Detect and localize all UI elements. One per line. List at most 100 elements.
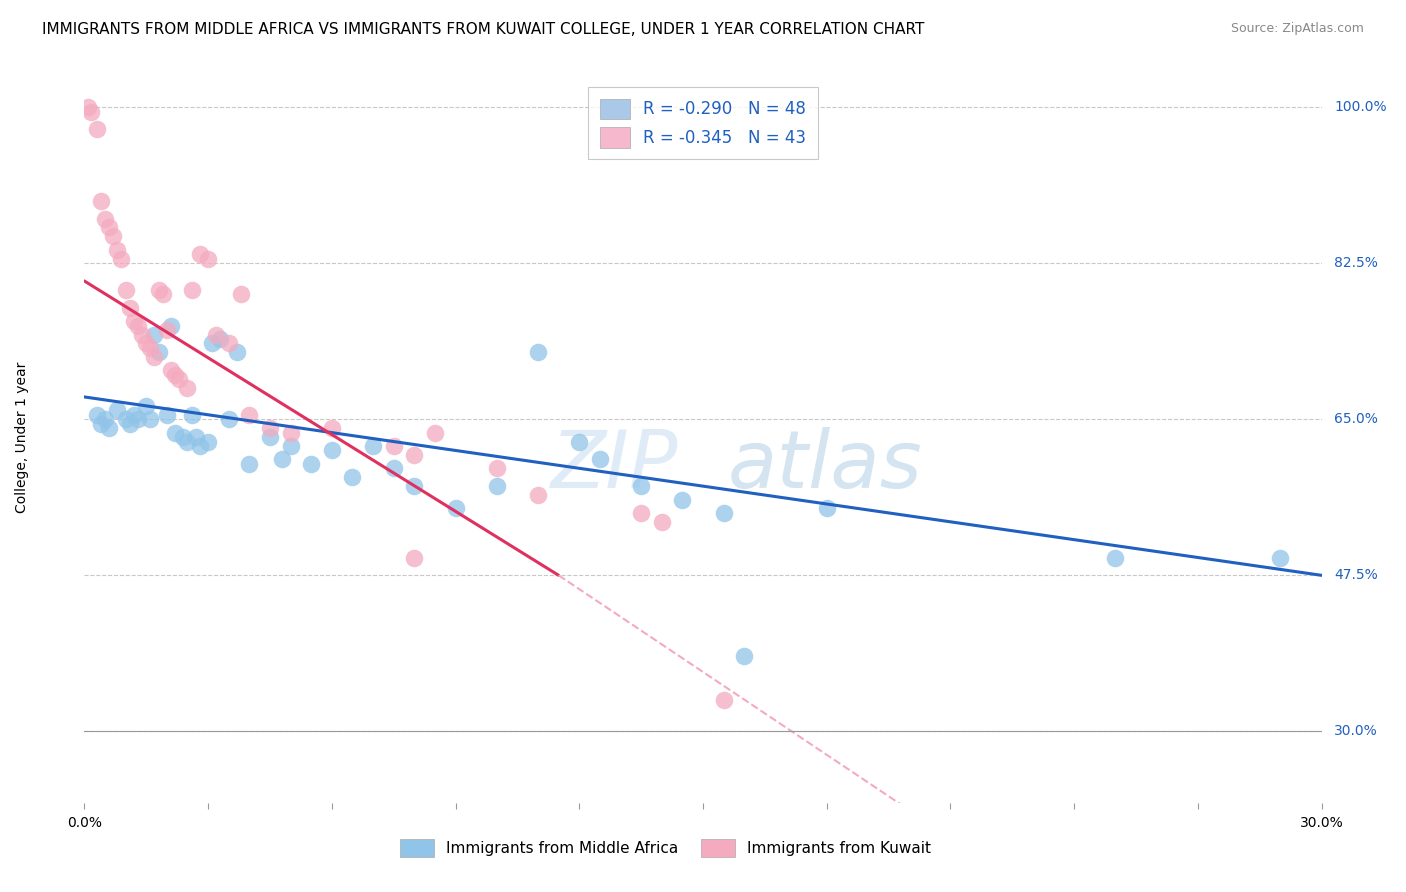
Point [94,211,117,226]
Text: 47.5%: 47.5% [1334,568,1378,582]
Point [98,421,121,435]
Point [118,417,141,431]
Point [238,457,260,471]
Point [86,408,108,422]
Text: College, Under 1 year: College, Under 1 year [15,361,30,513]
Text: 65.0%: 65.0% [1334,412,1378,426]
Point [188,247,211,261]
Point [139,341,162,355]
Point [280,425,302,440]
Point [218,336,240,351]
Point [160,363,183,377]
Point [90,194,112,208]
Point [77,100,100,114]
Point [485,479,508,493]
Point [568,434,591,449]
Point [361,439,384,453]
Point [184,430,207,444]
Point [167,372,190,386]
Point [1104,550,1126,565]
Point [90,417,112,431]
Text: 30.0%: 30.0% [1299,816,1344,830]
Point [188,439,211,453]
Point [122,314,145,328]
Point [105,403,128,417]
Point [382,439,405,453]
Point [165,425,187,440]
Point [156,408,179,422]
Point [98,220,121,235]
Point [143,327,166,342]
Point [238,408,260,422]
Point [143,350,166,364]
Point [630,479,652,493]
Text: 82.5%: 82.5% [1334,256,1378,270]
Point [280,439,302,453]
Point [229,287,252,301]
Point [172,430,194,444]
Point [259,430,281,444]
Point [321,421,343,435]
Text: 30.0%: 30.0% [1334,724,1378,739]
Point [110,252,132,266]
Point [135,336,157,351]
Point [103,229,125,244]
Point [94,412,117,426]
Point [342,470,364,484]
Point [176,381,198,395]
Point [165,368,187,382]
Point [156,323,179,337]
Point [321,443,343,458]
Point [148,345,170,359]
Point [226,345,249,359]
Point [404,550,426,565]
Text: 100.0%: 100.0% [1334,100,1386,114]
Point [205,327,228,342]
Point [201,336,224,351]
Point [259,421,281,435]
Text: Source: ZipAtlas.com: Source: ZipAtlas.com [1230,22,1364,36]
Point [1270,550,1292,565]
Point [527,488,550,502]
Point [444,501,467,516]
Point [485,461,508,475]
Point [180,283,202,297]
Point [815,501,838,516]
Point [299,457,322,471]
Point [218,412,240,426]
Text: ZIP: ZIP [551,427,678,506]
Point [86,122,108,136]
Point [423,425,446,440]
Point [127,318,149,333]
Point [630,506,652,520]
Point [135,399,157,413]
Point [527,345,550,359]
Point [209,332,232,346]
Point [404,448,426,462]
Point [713,693,735,707]
Point [79,104,101,119]
Point [105,243,128,257]
Point [114,412,136,426]
Point [139,412,162,426]
Point [131,327,153,342]
Text: 0.0%: 0.0% [67,816,101,830]
Point [271,452,294,467]
Point [382,461,405,475]
Point [404,479,426,493]
Point [118,301,141,315]
Point [671,492,693,507]
Text: IMMIGRANTS FROM MIDDLE AFRICA VS IMMIGRANTS FROM KUWAIT COLLEGE, UNDER 1 YEAR CO: IMMIGRANTS FROM MIDDLE AFRICA VS IMMIGRA… [42,22,925,37]
Point [122,408,145,422]
Point [114,283,136,297]
Point [148,283,170,297]
Point [176,434,198,449]
Legend: Immigrants from Middle Africa, Immigrants from Kuwait: Immigrants from Middle Africa, Immigrant… [392,831,939,864]
Point [733,648,755,663]
Point [651,515,673,529]
Point [197,434,219,449]
Text: atlas: atlas [728,427,922,506]
Point [180,408,202,422]
Point [160,318,183,333]
Point [152,287,174,301]
